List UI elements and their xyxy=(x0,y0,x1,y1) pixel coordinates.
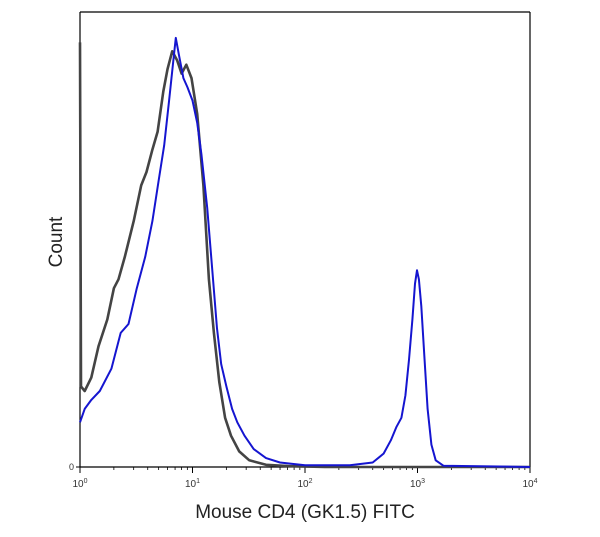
x-tick-label: 102 xyxy=(297,478,312,490)
x-axis-ticks: 100 101 102 103 104 xyxy=(72,467,538,490)
x-tick-label: 103 xyxy=(410,478,425,490)
x-axis-title: Mouse CD4 (GK1.5) FITC xyxy=(195,502,415,523)
x-tick-label: 104 xyxy=(522,478,537,490)
y-axis-title: Count xyxy=(46,216,67,267)
y-axis-ticks: 0 xyxy=(69,462,80,472)
x-tick-label: 100 xyxy=(72,478,87,490)
plot-area xyxy=(80,12,530,467)
y-tick-label: 0 xyxy=(69,462,74,472)
x-tick-label: 101 xyxy=(185,478,200,490)
histogram-series xyxy=(78,36,531,469)
series-line-2 xyxy=(79,36,531,468)
